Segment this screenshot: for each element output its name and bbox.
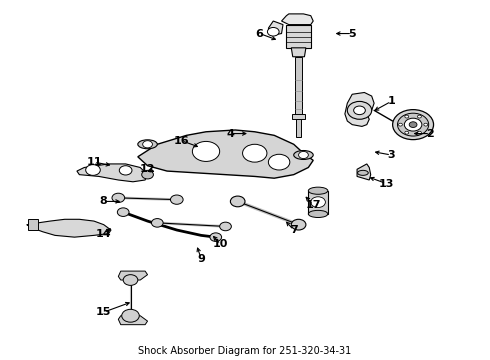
Ellipse shape [308, 210, 328, 217]
Text: 2: 2 [426, 129, 434, 139]
Polygon shape [345, 93, 374, 126]
Text: 16: 16 [174, 136, 190, 146]
Circle shape [404, 118, 422, 131]
Text: 6: 6 [256, 28, 264, 39]
Circle shape [193, 141, 220, 161]
Text: 1: 1 [387, 96, 395, 107]
Polygon shape [118, 271, 147, 280]
Text: 14: 14 [96, 229, 112, 239]
Text: 11: 11 [86, 157, 102, 167]
Circle shape [210, 233, 221, 242]
Circle shape [151, 219, 163, 227]
Polygon shape [296, 119, 301, 137]
Circle shape [405, 131, 409, 134]
Circle shape [405, 115, 409, 118]
Circle shape [268, 27, 279, 36]
Text: 15: 15 [96, 307, 111, 317]
Polygon shape [287, 24, 311, 48]
Text: 7: 7 [290, 225, 297, 235]
Circle shape [409, 122, 417, 127]
Circle shape [220, 222, 231, 231]
Circle shape [112, 193, 124, 203]
Ellipse shape [294, 150, 313, 159]
Circle shape [392, 110, 434, 140]
Text: 9: 9 [197, 253, 205, 264]
Circle shape [230, 196, 245, 207]
Polygon shape [357, 164, 371, 180]
Circle shape [417, 115, 421, 118]
Text: 5: 5 [348, 28, 356, 39]
Polygon shape [269, 21, 283, 35]
Text: 17: 17 [305, 200, 321, 210]
Ellipse shape [358, 170, 368, 175]
Circle shape [291, 219, 306, 230]
Text: 8: 8 [100, 197, 108, 206]
Polygon shape [292, 114, 305, 119]
Ellipse shape [308, 187, 328, 194]
Text: 13: 13 [379, 179, 394, 189]
Polygon shape [138, 130, 313, 178]
Polygon shape [118, 316, 147, 325]
Polygon shape [27, 219, 111, 237]
Ellipse shape [138, 140, 157, 149]
Circle shape [122, 309, 139, 322]
Circle shape [143, 141, 152, 148]
Circle shape [354, 106, 366, 114]
Circle shape [119, 166, 132, 175]
Circle shape [117, 208, 129, 216]
Circle shape [424, 123, 428, 126]
Text: Shock Absorber Diagram for 251-320-34-31: Shock Absorber Diagram for 251-320-34-31 [138, 346, 352, 356]
Circle shape [397, 113, 429, 136]
Circle shape [123, 275, 138, 285]
Circle shape [347, 102, 372, 119]
Circle shape [171, 195, 183, 204]
Circle shape [269, 154, 290, 170]
Circle shape [86, 165, 100, 175]
Circle shape [417, 131, 421, 134]
Text: 10: 10 [213, 239, 228, 249]
Polygon shape [295, 57, 302, 116]
Text: 12: 12 [140, 164, 155, 174]
Circle shape [142, 170, 153, 179]
Circle shape [398, 123, 402, 126]
Circle shape [243, 144, 267, 162]
Circle shape [311, 197, 325, 207]
Polygon shape [291, 48, 306, 57]
Polygon shape [308, 191, 328, 214]
Circle shape [298, 152, 308, 158]
Text: 4: 4 [226, 129, 234, 139]
Polygon shape [77, 164, 147, 182]
Text: 3: 3 [388, 150, 395, 160]
Polygon shape [28, 219, 38, 230]
Polygon shape [282, 14, 313, 24]
